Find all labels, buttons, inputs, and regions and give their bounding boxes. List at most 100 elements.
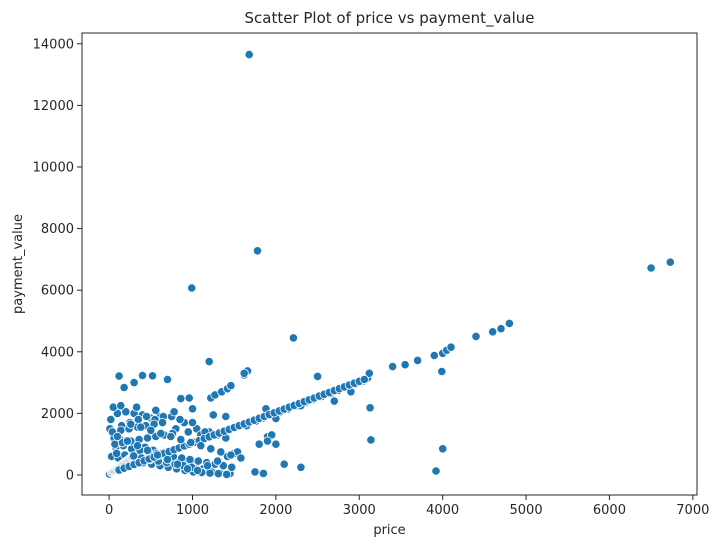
data-point (142, 433, 153, 443)
data-point (216, 447, 226, 457)
x-tick-label: 3000 (343, 503, 376, 518)
data-point (504, 318, 514, 328)
data-point (166, 431, 176, 442)
data-point (186, 437, 196, 448)
data-point (212, 456, 223, 466)
data-point (206, 444, 216, 454)
data-point (446, 342, 456, 352)
data-point (142, 411, 152, 422)
y-tick-label: 12000 (33, 99, 74, 114)
data-point (119, 382, 129, 393)
data-point (112, 448, 122, 458)
data-point (387, 361, 398, 372)
y-tick-label: 4000 (41, 345, 74, 360)
data-point (176, 434, 186, 445)
data-point (162, 454, 173, 465)
data-point (366, 435, 376, 445)
y-axis-label: payment_value (11, 214, 26, 314)
x-tick-label: 4000 (426, 503, 459, 518)
points-layer (104, 49, 675, 479)
data-point (152, 450, 163, 460)
data-point (146, 425, 156, 435)
data-point (208, 410, 218, 420)
y-tick-label: 6000 (41, 284, 74, 299)
data-point (271, 439, 281, 449)
data-point (122, 436, 133, 446)
data-point (126, 419, 136, 429)
data-point (183, 427, 193, 437)
data-point (110, 439, 120, 449)
data-point (169, 407, 179, 417)
data-point (437, 366, 447, 377)
y-tick-label: 14000 (33, 37, 74, 52)
data-point (202, 461, 213, 471)
data-point (196, 441, 206, 451)
data-point (227, 462, 237, 472)
data-point (187, 417, 198, 428)
data-point (106, 414, 116, 425)
data-point (226, 450, 236, 460)
data-point (184, 393, 194, 403)
data-point (312, 371, 323, 381)
data-point (213, 469, 223, 479)
x-tick-label: 6000 (593, 503, 626, 518)
data-point (116, 401, 126, 411)
data-point (112, 431, 123, 442)
data-point (193, 456, 203, 466)
y-tick-label: 10000 (33, 160, 74, 175)
data-point (182, 464, 193, 474)
data-point (162, 374, 173, 385)
data-point (364, 368, 374, 378)
data-point (254, 439, 264, 449)
data-point (133, 414, 143, 425)
x-axis: 0 1000 2000 3000 4000 5000 6000 7000 (105, 495, 709, 518)
data-point (172, 459, 183, 469)
data-point (429, 350, 439, 361)
data-point (431, 466, 441, 476)
data-point (175, 414, 185, 425)
data-point (258, 468, 268, 478)
y-tick-label: 8000 (41, 222, 74, 237)
y-axis: 0 2000 4000 6000 8000 10000 12000 14000 (33, 37, 82, 483)
x-tick-label: 0 (105, 503, 113, 518)
data-point (262, 436, 273, 446)
data-point (114, 371, 124, 381)
data-point (296, 462, 306, 472)
data-point (236, 453, 246, 463)
data-point (132, 441, 143, 451)
data-point (136, 422, 146, 432)
data-point (147, 371, 158, 381)
x-tick-label: 7000 (676, 503, 709, 518)
data-point (157, 417, 168, 428)
data-point (129, 377, 139, 388)
data-point (142, 445, 153, 455)
x-tick-label: 2000 (259, 503, 292, 518)
data-point (221, 411, 231, 422)
data-point (187, 404, 198, 414)
data-point (288, 333, 298, 343)
data-point (359, 374, 369, 385)
data-point (279, 459, 289, 469)
data-point (646, 263, 656, 273)
data-point (156, 428, 166, 438)
data-point (185, 454, 195, 465)
chart-title: Scatter Plot of price vs payment_value (244, 9, 534, 28)
data-point (108, 402, 118, 412)
data-point (137, 370, 148, 381)
data-point (222, 469, 232, 479)
x-tick-label: 1000 (176, 503, 209, 518)
data-point (252, 246, 263, 256)
plot-area-frame (81, 32, 698, 496)
data-point (204, 356, 214, 367)
data-point (239, 368, 249, 378)
data-point (400, 360, 410, 370)
data-point (438, 444, 448, 454)
data-point (496, 324, 506, 334)
data-point (488, 327, 498, 337)
data-point (267, 430, 277, 440)
data-point (187, 283, 197, 293)
data-point (665, 257, 675, 267)
data-point (176, 393, 186, 404)
